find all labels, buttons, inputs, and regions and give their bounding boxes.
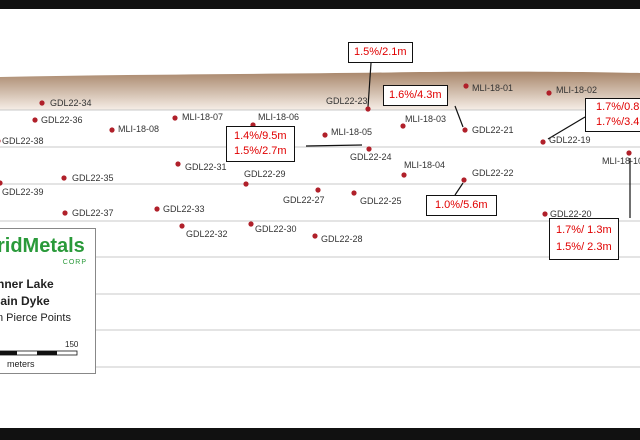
- pierce-point: [62, 210, 68, 216]
- drill-hole-label: GDL22-38: [2, 136, 44, 146]
- pierce-point: [315, 187, 321, 193]
- intercept-text: 1.7%/0.8m: [596, 101, 640, 113]
- intercept-box: 1.0%/5.6m: [426, 195, 497, 216]
- terrain: [0, 71, 640, 110]
- leader-lines: [305, 62, 631, 218]
- scale-bar: [0, 350, 78, 356]
- pierce-point: [366, 146, 372, 152]
- drill-hole-label: GDL22-29: [244, 169, 286, 179]
- pierce-point: [540, 139, 546, 145]
- drill-hole-label: MLI-18-07: [182, 112, 224, 122]
- drill-hole-label: GDL22-19: [549, 135, 591, 145]
- drill-hole-label: GDL22-30: [255, 224, 297, 234]
- pierce-point: [312, 233, 318, 239]
- pierce-point: [243, 181, 249, 187]
- drill-hole-label: GDL22-31: [185, 162, 227, 172]
- pierce-point: [0, 180, 3, 186]
- pierce-point: [322, 132, 328, 138]
- pierce-point: [461, 177, 467, 183]
- frame-bottom: [0, 428, 640, 440]
- drill-hole-label: MLI-18-05: [331, 127, 373, 137]
- intercept-box: 1.4%/9.5m 1.5%/2.7m: [226, 126, 295, 162]
- drill-hole-label: GDL22-25: [360, 196, 402, 206]
- pierce-point: [401, 172, 407, 178]
- pierce-point: [365, 106, 371, 112]
- drill-hole-label: GDL22-28: [321, 234, 363, 244]
- intercept-box: 1.6%/4.3m: [383, 85, 448, 106]
- drill-hole-label: GDL22-23: [326, 96, 368, 106]
- company-corp: CORP: [62, 259, 87, 266]
- drill-hole-label: GDL22-39: [2, 187, 44, 197]
- drill-hole-label: MLI-18-01: [472, 83, 514, 93]
- drill-hole-label: GDL22-34: [50, 98, 92, 108]
- drill-hole-label: GDL22-24: [350, 152, 392, 162]
- elevation-lines: [0, 109, 640, 368]
- drill-hole-label: GDL22-27: [283, 195, 325, 205]
- drill-hole-label: GDL22-35: [72, 173, 114, 183]
- intercept-text: 1.7%/3.4m: [596, 116, 640, 128]
- pierce-point: [462, 127, 468, 133]
- drill-hole-label: GDL22-33: [163, 204, 205, 214]
- pierce-points: [0, 83, 632, 239]
- pierce-point: [175, 161, 181, 167]
- intercept-text: 1.6%/4.3m: [389, 89, 442, 101]
- intercept-box: 1.7%/ 1.3m 1.5%/ 2.3m: [549, 218, 619, 260]
- company-logo: ridMetals: [0, 235, 85, 257]
- intercept-text: 1.5%/2.7m: [234, 145, 287, 157]
- drill-hole-label: GDL22-22: [472, 168, 514, 178]
- pierce-point: [463, 83, 469, 89]
- drill-hole-label: GDL22-20: [550, 209, 592, 219]
- legend-title: lain Dyke: [0, 294, 50, 308]
- pierce-point: [179, 223, 185, 229]
- pierce-point: [400, 123, 406, 129]
- legend: ridMetals CORP nner Lake lain Dyke n Pie…: [0, 228, 96, 374]
- intercept-text: 1.4%/9.5m: [234, 130, 287, 142]
- pierce-point: [32, 117, 38, 123]
- legend-subtitle: n Pierce Points: [0, 312, 71, 324]
- scale-unit: meters: [7, 359, 35, 369]
- pierce-point: [0, 139, 1, 143]
- pierce-point: [248, 221, 254, 227]
- pierce-point: [39, 100, 45, 106]
- drill-hole-label: MLI-18-10: [602, 156, 640, 166]
- drill-hole-label: MLI-18-03: [405, 114, 447, 124]
- drill-hole-label: MLI-18-04: [404, 160, 446, 170]
- intercept-text: 1.7%/ 1.3m: [556, 224, 612, 236]
- pierce-point: [546, 90, 552, 96]
- intercept-box: 1.7%/0.8m 1.7%/3.4m: [585, 98, 640, 132]
- drill-hole-label: GDL22-32: [186, 229, 228, 239]
- intercept-text: 1.5%/ 2.3m: [556, 241, 612, 253]
- pierce-point: [351, 190, 357, 196]
- drill-hole-label: MLI-18-08: [118, 124, 160, 134]
- intercept-text: 1.0%/5.6m: [435, 199, 488, 211]
- drill-hole-label: GDL22-36: [41, 115, 83, 125]
- frame-top: [0, 0, 640, 9]
- pierce-point: [626, 150, 632, 156]
- pierce-point: [61, 175, 67, 181]
- intercept-box: 1.5%/2.1m: [348, 42, 413, 63]
- pierce-point: [109, 127, 115, 133]
- drill-hole-label: GDL22-21: [472, 125, 514, 135]
- drill-hole-label: GDL22-37: [72, 208, 114, 218]
- legend-title: nner Lake: [0, 277, 54, 291]
- scale-max: 150: [65, 340, 79, 349]
- pierce-point: [542, 211, 548, 217]
- pierce-point: [172, 115, 178, 121]
- intercept-text: 1.5%/2.1m: [354, 46, 407, 58]
- pierce-point: [154, 206, 160, 212]
- drill-hole-label: MLI-18-06: [258, 112, 300, 122]
- drill-hole-label: MLI-18-02: [556, 85, 598, 95]
